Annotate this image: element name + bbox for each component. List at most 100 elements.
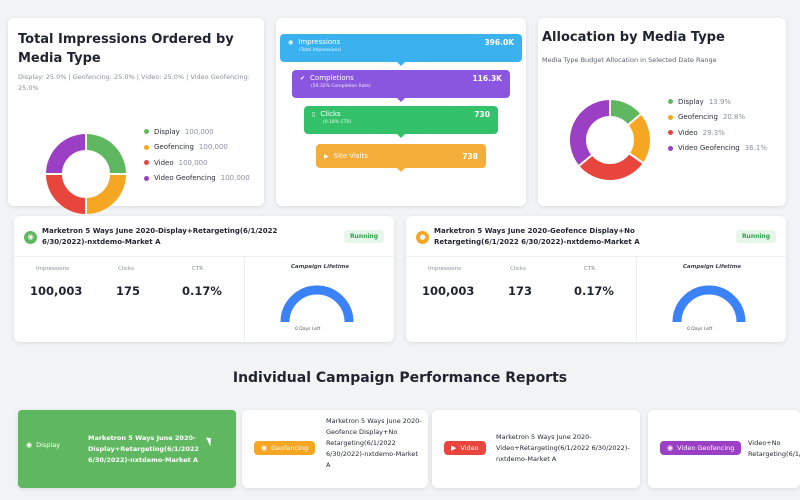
donut-slice-video[interactable] <box>46 173 87 214</box>
ctr-label: CTR <box>192 266 204 272</box>
legend-dot <box>144 129 149 135</box>
tab-campaign-text: Marketron 5 Ways June 2020-Display+Retar… <box>88 434 199 464</box>
lifetime-label: Campaign Lifetime <box>290 264 350 270</box>
divider <box>14 256 394 257</box>
donut-slice-display[interactable] <box>85 134 126 175</box>
legend-dot <box>668 99 673 105</box>
legend-dot <box>668 130 673 136</box>
funnel-step-value: 738 <box>462 151 478 161</box>
donut-slice-display[interactable] <box>609 100 641 125</box>
legend-dot <box>668 145 673 151</box>
legend-item-video-geofencing[interactable]: Video Geofencing 100,000 <box>144 171 250 187</box>
impressions-donut[interactable] <box>44 132 128 216</box>
location-pin-icon: ◉ <box>261 444 268 452</box>
campaign-card[interactable]: ◉ Marketron 5 Ways June 2020-Display+Ret… <box>14 216 394 342</box>
funnel-step-site-visits[interactable]: ▶ Site Visits 738 <box>316 144 486 172</box>
legend-dot <box>144 160 149 166</box>
report-tab-video-geofencing[interactable]: ◉ Video Geofencing Video+No Retargeting(6… <box>648 410 800 488</box>
gauge-arc <box>672 285 746 323</box>
ctr-label: CTR <box>584 266 596 272</box>
impressions-label: Impressions <box>428 266 461 272</box>
donut-slice-geofencing[interactable] <box>85 173 126 214</box>
legend-value: 29.3% <box>702 128 725 137</box>
donut-slice-video-geofencing[interactable] <box>46 134 87 175</box>
allocation-card-subtitle: Media Type Budget Allocation in Selected… <box>542 56 717 64</box>
legend-item-geofencing[interactable]: Geofencing 20.8% <box>668 110 767 126</box>
legend-item-video-geofencing[interactable]: Video Geofencing 36.1% <box>668 141 767 157</box>
funnel-arrow <box>397 98 405 102</box>
ctr-value: 0.17% <box>574 284 614 298</box>
lifetime-gauge <box>280 285 354 323</box>
report-tab-geofencing[interactable]: ◉ Geofencing Marketron 5 Ways June 2020-G… <box>242 410 428 488</box>
funnel-step-clicks[interactable]: ▯ Clicks (0.18% CTR) 730 <box>304 106 498 138</box>
lifetime-gauge <box>672 285 746 323</box>
media-pill: ◉ Video Geofencing <box>660 441 742 455</box>
legend-label: Video Geofencing <box>154 174 216 183</box>
location-pin-icon: ◉ <box>667 444 674 452</box>
divider <box>406 256 786 257</box>
legend-value: 13.9% <box>708 97 732 106</box>
report-tab-display[interactable]: ◉ Display Marketron 5 Ways June 2020-Disp… <box>18 410 236 488</box>
days-left: 0 Days Left <box>295 327 321 332</box>
legend-item-display[interactable]: Display 100,000 <box>144 124 250 140</box>
donut-slice-video-geofencing[interactable] <box>570 100 611 166</box>
report-tab-video[interactable]: ▶ Video Marketron 5 Ways June 2020-Video+… <box>432 410 640 488</box>
funnel-step-label: Impressions <box>298 38 341 46</box>
funnel-step-value: 396.0K <box>484 38 514 47</box>
legend-item-display[interactable]: Display 13.9% <box>668 94 767 110</box>
impressions-card-subtitle: Display: 25.0% | Geofencing: 25.0% | Vid… <box>18 73 250 92</box>
funnel-step-value: 730 <box>474 110 490 119</box>
days-left: 0 Days Left <box>687 327 713 332</box>
media-pill: ◉ Display <box>26 441 60 449</box>
funnel-step-sub: (59.32% Completion Rate) <box>311 84 371 89</box>
impressions-label: Impressions <box>36 266 69 272</box>
funnel-arrow <box>397 134 405 138</box>
slice-separator <box>628 152 645 165</box>
funnel-step-label: Clicks <box>320 110 341 118</box>
donut-slice-geofencing[interactable] <box>628 114 650 163</box>
legend-dot <box>144 175 149 181</box>
legend-dot <box>144 144 149 150</box>
status-badge: Running <box>735 230 776 243</box>
allocation-card: Allocation by Media Type Media Type Budg… <box>538 18 786 206</box>
allocation-donut[interactable] <box>568 98 652 182</box>
campaign-lifetime: Campaign Lifetime 0 Days Left <box>244 256 394 342</box>
legend-label: Video Geofencing <box>678 144 740 153</box>
campaign-name[interactable]: Marketron 5 Ways June 2020-Geofence Disp… <box>434 227 640 246</box>
clicks-value: 173 <box>508 284 533 298</box>
section-title: Individual Campaign Performance Reports <box>232 370 568 386</box>
cursor-icon: ▶ <box>324 153 329 160</box>
eye-icon: ◉ <box>288 39 294 46</box>
slice-separator <box>577 153 593 168</box>
legend-value: 100,000 <box>184 127 214 136</box>
media-pill: ◉ Geofencing <box>254 441 316 455</box>
slice-separator <box>626 112 643 126</box>
donut-slice-video[interactable] <box>579 153 643 180</box>
impressions-value: 100,003 <box>30 284 83 298</box>
legend-value: 100,000 <box>220 174 250 183</box>
gauge-arc <box>280 285 354 323</box>
campaign-name[interactable]: Marketron 5 Ways June 2020-Display+Retar… <box>42 227 278 246</box>
funnel-arrow <box>397 168 405 172</box>
clicks-value: 175 <box>116 284 141 298</box>
ctr-value: 0.17% <box>182 284 222 298</box>
legend-value: 36.1% <box>744 144 767 153</box>
impressions-legend: Display 100,000 Geofencing 100,000 Video 10… <box>144 124 250 186</box>
allocation-card-title: Allocation by Media Type <box>542 30 725 45</box>
pill-label: Video Geofencing <box>677 444 735 452</box>
funnel-step-completions[interactable]: ✔ Completions (59.32% Completion Rate) 116… <box>292 70 510 102</box>
funnel-arrow <box>397 62 405 66</box>
campaign-card[interactable]: ● Marketron 5 Ways June 2020-Geofence Di… <box>406 216 786 342</box>
legend-value: 100,000 <box>198 143 228 152</box>
legend-item-video[interactable]: Video 29.3% <box>668 125 767 141</box>
legend-label: Geofencing <box>678 113 718 122</box>
impressions-value: 100,003 <box>422 284 475 298</box>
legend-item-video[interactable]: Video 100,000 <box>144 155 250 171</box>
funnel-step-label: Site Visits <box>333 152 368 160</box>
lifetime-label: Campaign Lifetime <box>682 264 742 270</box>
legend-item-geofencing[interactable]: Geofencing 100,000 <box>144 140 250 156</box>
funnel-step-label: Completions <box>310 74 354 82</box>
legend-label: Video <box>678 128 698 137</box>
legend-label: Display <box>154 127 180 136</box>
funnel-step-impressions[interactable]: ◉ Impressions (Total Impressions) 396.0K <box>280 34 522 66</box>
